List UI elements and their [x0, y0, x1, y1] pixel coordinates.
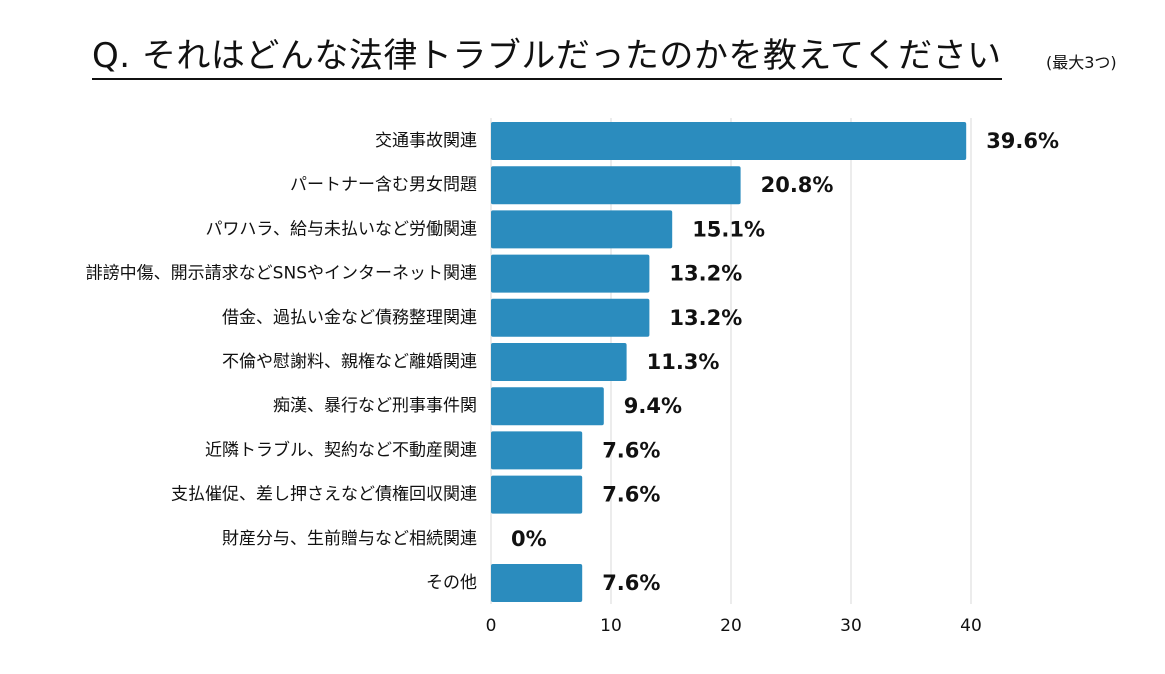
category-label: その他 — [426, 573, 477, 593]
x-tick-label: 20 — [720, 616, 742, 636]
category-labels: 交通事故関連パートナー含む男女問題パワハラ、給与未払いなど労働関連誹謗中傷、開示… — [86, 131, 477, 593]
category-label: パワハラ、給与未払いなど労働関連 — [206, 219, 478, 239]
value-labels: 39.6% 20.8% 15.1% 13.2% 13.2% 11.3% 9.4% 7.6% 7.… — [511, 129, 1059, 595]
bar — [491, 387, 604, 426]
bars — [491, 122, 967, 602]
category-label: 交通事故関連 — [375, 131, 477, 151]
value-label: 20.8% — [761, 173, 834, 197]
category-label: 借金、過払い金など債務整理関連 — [222, 308, 477, 328]
x-tick-label: 0 — [486, 616, 497, 636]
x-axis-ticks: 0 10 20 30 40 — [486, 616, 982, 636]
value-label: 0% — [511, 527, 547, 551]
value-label: 39.6% — [986, 129, 1059, 153]
bar — [491, 122, 967, 160]
value-label: 15.1% — [692, 217, 765, 241]
bar — [491, 475, 583, 514]
value-label: 11.3% — [647, 350, 720, 374]
x-tick-label: 40 — [960, 616, 982, 636]
bar — [491, 166, 741, 205]
bar — [491, 254, 650, 293]
category-label: パートナー含む男女問題 — [290, 175, 477, 195]
chart-title-note: (最大3つ) — [1046, 53, 1117, 72]
category-label: 痴漢、暴行など刑事事件関 — [273, 396, 477, 416]
value-label: 13.2% — [669, 306, 742, 330]
category-label: 支払催促、差し押さえなど債権回収関連 — [171, 485, 477, 505]
x-tick-label: 10 — [600, 616, 622, 636]
chart-title: Q. それはどんな法律トラブルだったのかを教えてください — [92, 34, 1002, 80]
x-tick-label: 30 — [840, 616, 862, 636]
category-label: 財産分与、生前贈与など相続関連 — [222, 529, 477, 549]
value-label: 7.6% — [602, 571, 660, 595]
bar — [491, 431, 583, 470]
bar — [491, 298, 650, 337]
bar — [491, 564, 583, 602]
value-label: 7.6% — [602, 438, 660, 462]
value-label: 7.6% — [602, 483, 660, 507]
category-label: 誹謗中傷、開示請求などSNSやインターネット関連 — [86, 264, 477, 284]
category-label: 不倫や慰謝料、親権など離婚関連 — [222, 352, 477, 372]
chart-header: Q. それはどんな法律トラブルだったのかを教えてください (最大3つ) — [0, 34, 1165, 84]
category-label: 近隣トラブル、契約など不動産関連 — [205, 439, 477, 460]
bar — [491, 210, 673, 249]
value-label: 13.2% — [669, 262, 742, 286]
value-label: 9.4% — [624, 394, 682, 418]
bar — [491, 343, 627, 381]
